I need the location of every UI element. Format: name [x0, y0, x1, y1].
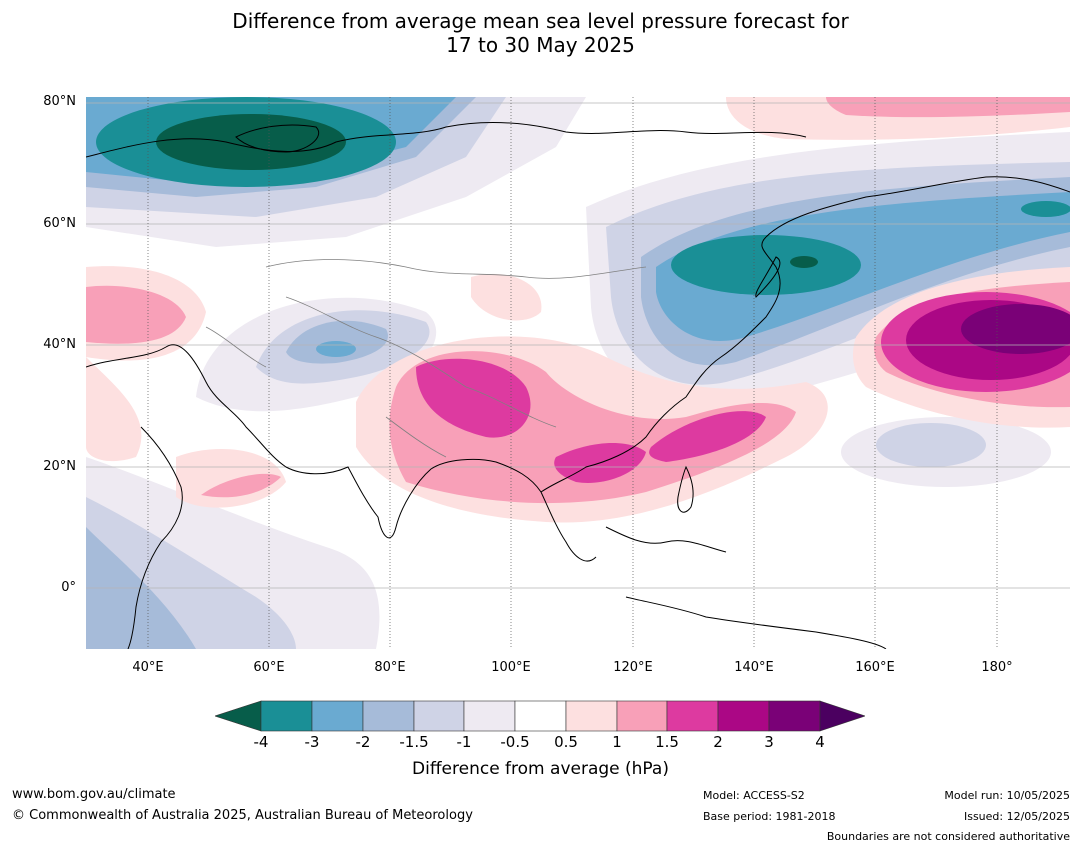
anomaly-high-north-pacific [853, 267, 1070, 428]
title-line-1: Difference from average mean sea level p… [232, 9, 849, 33]
footer-url: www.bom.gov.au/climate [12, 787, 176, 802]
title-line-2: 17 to 30 May 2025 [446, 33, 635, 57]
coastlines [86, 121, 1070, 649]
colorbar-tick: -4 [253, 733, 269, 751]
footer-disclaimer: Boundaries are not considered authoritat… [826, 830, 1070, 843]
colorbar-bin-2 [311, 700, 364, 732]
footer-issued: Issued: 12/05/2025 [963, 810, 1070, 823]
footer-model: Model: ACCESS-S2 [703, 789, 805, 802]
colorbar-bin-9 [666, 700, 719, 732]
anomaly-high-west [86, 266, 286, 508]
colorbar-bin-1 [260, 700, 313, 732]
colorbar-bin-5 [463, 700, 516, 732]
lon-label-100e: 100°E [491, 660, 531, 675]
colorbar-bin-4 [413, 700, 465, 732]
lon-label-80e: 80°E [374, 660, 406, 675]
lon-label-120e: 120°E [613, 660, 653, 675]
footer-model-run: Model run: 10/05/2025 [944, 789, 1070, 802]
colorbar-label: Difference from average (hPa) [412, 759, 669, 779]
colorbar-tick: -1 [456, 733, 472, 751]
footer-base-period: Base period: 1981-2018 [703, 810, 836, 823]
colorbar-tick: -2 [355, 733, 371, 751]
anomaly-high-arctic [726, 97, 1070, 140]
map-meridians [147, 97, 998, 649]
colorbar-tick: -3 [304, 733, 320, 751]
map-gridlines [86, 102, 1070, 589]
lon-label-40e: 40°E [132, 660, 164, 675]
anomaly-low-north-russia [86, 97, 586, 247]
pressure-anomaly-map [86, 97, 1070, 649]
lat-label-60n: 60°N [43, 216, 76, 231]
colorbar-bin-10 [717, 700, 770, 732]
colorbar [214, 700, 866, 732]
colorbar-bin-11 [768, 700, 821, 732]
colorbar-tick: 2 [713, 733, 723, 751]
colorbar-bin-8 [616, 700, 668, 732]
colorbar-bin-3 [362, 700, 415, 732]
colorbar-graphic [214, 700, 866, 732]
lon-label-60e: 60°E [253, 660, 285, 675]
map-panel [86, 97, 1070, 649]
colorbar-tick: 1.5 [655, 733, 679, 751]
colorbar-tick: 4 [815, 733, 825, 751]
lon-label-160e: 160°E [855, 660, 895, 675]
colorbar-tick: 3 [764, 733, 774, 751]
map-title: Difference from average mean sea level p… [0, 9, 1081, 57]
lat-label-40n: 40°N [43, 337, 76, 352]
colorbar-tick: 1 [612, 733, 622, 751]
country-boundaries [205, 259, 647, 458]
lon-label-180: 180° [981, 660, 1013, 675]
colorbar-tick: -0.5 [500, 733, 530, 751]
colorbar-bin-6 [514, 700, 567, 732]
lat-label-20n: 20°N [43, 459, 76, 474]
colorbar-bin-7 [565, 700, 618, 732]
anomaly-high-south-asia [356, 273, 828, 523]
colorbar-tick: -1.5 [399, 733, 429, 751]
lat-label-80n: 80°N [43, 94, 76, 109]
lon-label-140e: 140°E [734, 660, 774, 675]
lat-label-0: 0° [61, 580, 76, 595]
colorbar-tick: 0.5 [554, 733, 578, 751]
colorbar-extend-high [819, 700, 866, 732]
footer-copyright: © Commonwealth of Australia 2025, Austra… [12, 808, 473, 823]
colorbar-extend-low [214, 700, 262, 732]
anomaly-low-north-pacific [841, 417, 1051, 487]
